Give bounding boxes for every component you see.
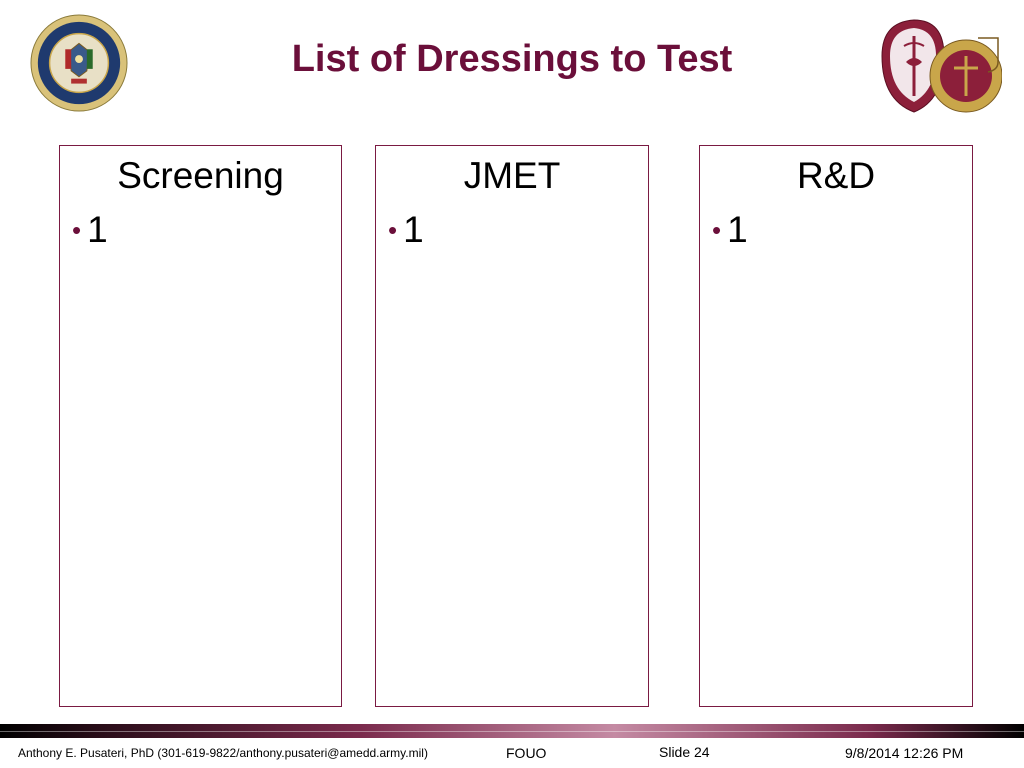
list-item-text: 1 [87, 209, 108, 250]
army-seal-logo [30, 14, 128, 112]
column-heading-screening: Screening [117, 155, 284, 196]
footer-divider-bar [0, 724, 1024, 738]
list-item: • 1 [72, 208, 341, 252]
rd-column-box: R&D • 1 [699, 145, 973, 707]
footer-divider-highlight [0, 731, 1024, 732]
medical-command-insignia-logo [881, 19, 1002, 113]
column-heading-jmet: JMET [463, 155, 561, 196]
footer-classification: FOUO [506, 745, 547, 761]
list-item: • 1 [388, 208, 648, 252]
footer-author: Anthony E. Pusateri, PhD (301-619-9822/a… [18, 746, 428, 760]
screening-column-box: Screening • 1 [59, 145, 342, 707]
footer-slide-number: Slide 24 [659, 744, 710, 760]
footer-datetime: 9/8/2014 12:26 PM [845, 745, 964, 761]
jmet-column-box: JMET • 1 [375, 145, 649, 707]
bullet-icon: • [72, 215, 82, 245]
bullet-icon: • [388, 215, 398, 245]
bullet-icon: • [712, 215, 722, 245]
list-item-text: 1 [727, 209, 748, 250]
column-heading-rd: R&D [796, 155, 876, 196]
slide-title: List of Dressings to Test [291, 38, 733, 80]
list-item: • 1 [712, 208, 972, 252]
list-item-text: 1 [403, 209, 424, 250]
